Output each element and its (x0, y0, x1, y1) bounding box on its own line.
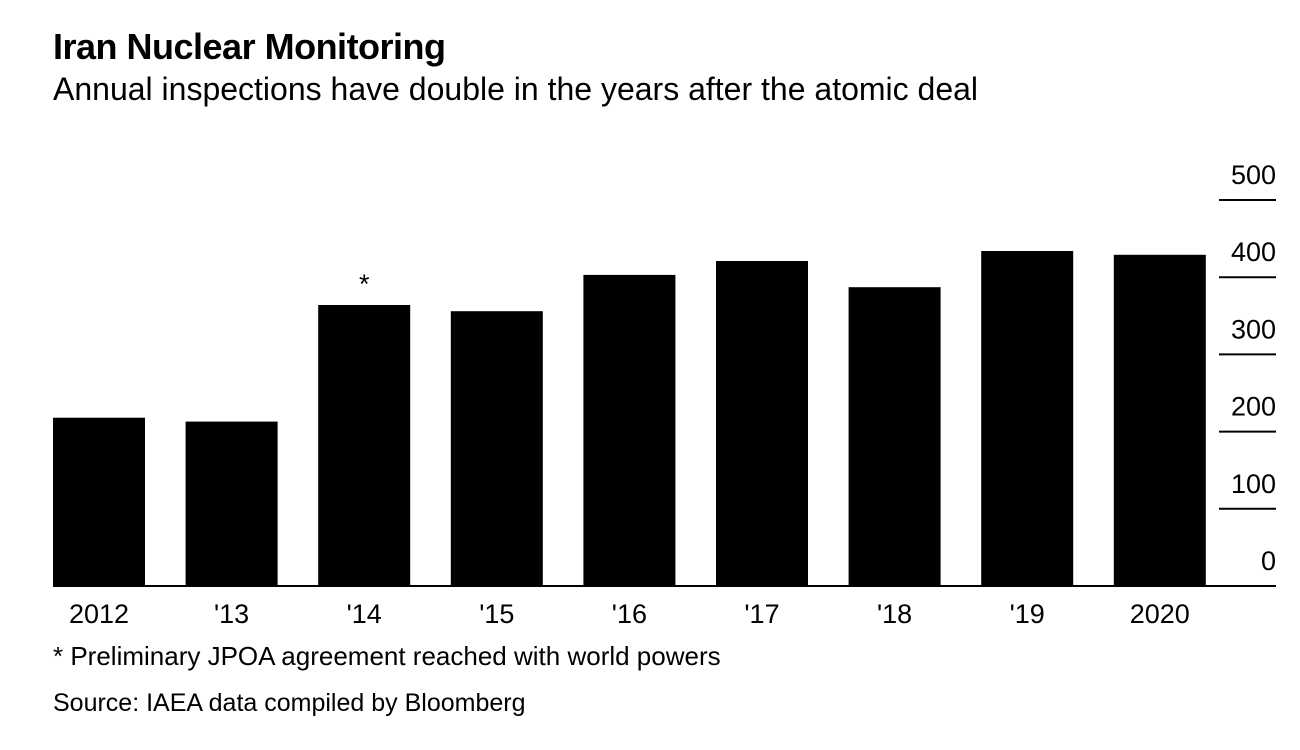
y-tick-label: 300 (1231, 314, 1276, 344)
x-tick-label: '16 (612, 599, 647, 629)
bar-2020 (1113, 254, 1206, 587)
y-tick-label: 500 (1231, 160, 1276, 190)
bar-17 (716, 261, 808, 586)
x-tick-label: 2020 (1130, 599, 1190, 629)
y-tick-label: 0 (1261, 546, 1276, 576)
footnote: * Preliminary JPOA agreement reached wit… (53, 641, 721, 671)
y-tick-label: 100 (1231, 469, 1276, 499)
x-tick-label: '15 (479, 599, 514, 629)
bars-group (53, 251, 1206, 587)
y-tick-label: 200 (1231, 392, 1276, 422)
bar-2012 (53, 417, 145, 586)
x-tick-label: '13 (214, 599, 249, 629)
y-tick-label: 400 (1231, 237, 1276, 267)
bar-13 (185, 421, 278, 586)
bar-16 (583, 274, 676, 586)
x-tick-label: '19 (1010, 599, 1045, 629)
x-tick-label: '14 (347, 599, 382, 629)
annotations-group: * (359, 269, 370, 299)
x-axis: 2012 '13 '14 '15 '16 '17 '18 '19 2020 (53, 585, 1276, 629)
bar-14 (318, 305, 411, 586)
bar-18 (848, 287, 941, 586)
y-axis: 0 100 200 300 400 500 (1219, 160, 1276, 576)
source-note: Source: IAEA data compiled by Bloomberg (53, 689, 526, 717)
bar-annotation-asterisk: * (359, 269, 370, 299)
bar-19 (981, 251, 1074, 586)
chart-title: Iran Nuclear Monitoring (53, 26, 446, 67)
chart-subtitle: Annual inspections have double in the ye… (53, 71, 979, 107)
x-tick-label: 2012 (69, 599, 129, 629)
bar-15 (450, 311, 543, 586)
x-tick-label: '17 (744, 599, 779, 629)
x-tick-label: '18 (877, 599, 912, 629)
